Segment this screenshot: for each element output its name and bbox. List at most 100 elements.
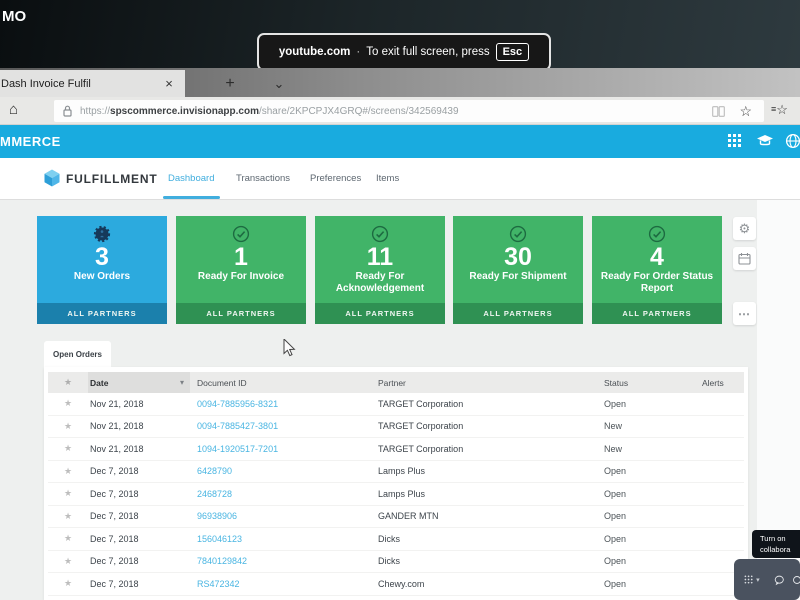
header-status[interactable]: Status <box>604 377 629 388</box>
order-document-link[interactable]: RS472342 <box>197 578 240 589</box>
order-date: Dec 7, 2018 <box>90 488 139 499</box>
table-row[interactable]: ★ Nov 21, 2018 1094-1920517-7201 TARGET … <box>48 438 744 461</box>
row-star-icon[interactable]: ★ <box>63 533 73 544</box>
order-document-link[interactable]: 7840129842 <box>197 556 248 567</box>
row-star-icon[interactable]: ★ <box>63 420 73 431</box>
card-ready-for-invoice[interactable]: 1 Ready For Invoice ALL PARTNERS <box>176 216 306 324</box>
table-row[interactable]: ★ Nov 21, 2018 0094-7885956-8321 TARGET … <box>48 393 744 416</box>
order-document-link[interactable]: 0094-7885427-3801 <box>197 421 279 432</box>
app-header: FULFILLMENT Dashboard Transactions Prefe… <box>0 158 800 200</box>
table-row[interactable]: ★ Dec 7, 2018 96938906 GANDER MTN Open <box>48 506 744 528</box>
card-count: 4 <box>650 243 664 271</box>
table-row[interactable]: ★ Nov 21, 2018 0094-7885427-3801 TARGET … <box>48 416 744 438</box>
header-alerts[interactable]: Alerts <box>702 377 724 388</box>
favorites-hub-icon[interactable]: ≡☆ <box>771 102 788 118</box>
url-path: /share/2KPCPJX4GRQ#/screens/342569439 <box>258 105 459 117</box>
order-document-link[interactable]: 6428790 <box>197 466 233 477</box>
tab-transactions[interactable]: Transactions <box>236 173 291 184</box>
tab-preferences[interactable]: Preferences <box>310 173 362 184</box>
browser-tab[interactable]: Dash Invoice Fulfil × <box>0 70 185 97</box>
order-status: Open <box>604 533 627 544</box>
order-status: Open <box>604 488 627 499</box>
table-row[interactable]: ★ Dec 7, 2018 RS472342 Chewy.com Open <box>48 573 744 596</box>
browser-tab-bar: Dash Invoice Fulfil × + ⌄ <box>0 68 800 97</box>
open-orders-tab[interactable]: Open Orders <box>44 341 111 367</box>
card-ready-for-shipment[interactable]: 30 Ready For Shipment ALL PARTNERS <box>453 216 583 324</box>
lock-icon <box>63 105 72 117</box>
card-new-orders[interactable]: 3 New Orders ALL PARTNERS <box>37 216 167 324</box>
header-document-id[interactable]: Document ID <box>197 377 247 388</box>
card-ready-for-order-status-report[interactable]: 4 Ready For Order Status Report ALL PART… <box>592 216 722 324</box>
row-star-icon[interactable]: ★ <box>63 555 73 566</box>
tab-list-dropdown[interactable]: ⌄ <box>273 75 285 91</box>
globe-icon[interactable] <box>785 133 800 149</box>
url-input[interactable]: https://spscommerce.invisionapp.com/shar… <box>54 100 764 122</box>
url-domain: spscommerce.invisionapp.com <box>110 105 259 117</box>
row-star-icon[interactable]: ★ <box>63 443 73 454</box>
card-body: 11 Ready For Acknowledgement <box>315 216 445 303</box>
card-body: 30 Ready For Shipment <box>453 216 583 303</box>
reading-view-icon[interactable] <box>712 105 726 117</box>
row-star-icon[interactable]: ★ <box>63 465 73 476</box>
url-text: https://spscommerce.invisionapp.com/shar… <box>80 106 712 117</box>
order-date: Dec 7, 2018 <box>90 556 139 567</box>
order-status: Open <box>604 398 627 409</box>
card-label: Ready For Order Status Report <box>600 271 714 294</box>
cut-toolbar-icon[interactable] <box>790 573 800 587</box>
order-document-link[interactable]: 96938906 <box>197 511 238 522</box>
education-cap-icon[interactable] <box>756 133 774 148</box>
toolbar-caret-icon[interactable]: ▾ <box>756 576 760 584</box>
url-protocol: https:// <box>80 105 111 117</box>
tab-dashboard[interactable]: Dashboard <box>168 173 215 184</box>
apps-grid-icon[interactable] <box>727 133 742 148</box>
more-actions-button[interactable]: ⋯ <box>733 302 756 325</box>
card-body: 1 Ready For Invoice <box>176 216 306 303</box>
table-row[interactable]: ★ Dec 7, 2018 7840129842 Dicks Open <box>48 551 744 573</box>
fulfillment-cube-icon <box>44 169 60 187</box>
order-date: Nov 21, 2018 <box>90 398 144 409</box>
row-star-icon[interactable]: ★ <box>63 578 73 589</box>
brand-text: MMERCE <box>0 134 61 149</box>
toolbar-grid-icon[interactable] <box>744 573 753 586</box>
calendar-button[interactable] <box>733 247 756 270</box>
favorite-star-icon[interactable]: ☆ <box>739 102 752 119</box>
new-tab-button[interactable]: + <box>225 74 235 92</box>
table-row[interactable]: ★ Dec 7, 2018 2468728 Lamps Plus Open <box>48 483 744 506</box>
header-star-icon[interactable]: ★ <box>63 377 73 387</box>
tab-items[interactable]: Items <box>376 173 400 184</box>
order-status: New <box>604 421 623 432</box>
card-footer-all-partners[interactable]: ALL PARTNERS <box>315 303 445 324</box>
hub-lines-icon: ≡ <box>771 104 777 114</box>
commerce-top-bar: MMERCE <box>0 125 800 158</box>
comment-bubble-icon[interactable] <box>774 573 785 587</box>
settings-button[interactable]: ⚙ <box>733 217 756 240</box>
header-partner[interactable]: Partner <box>378 377 406 388</box>
card-ready-for-acknowledgement[interactable]: 11 Ready For Acknowledgement ALL PARTNER… <box>315 216 445 324</box>
card-footer-all-partners[interactable]: ALL PARTNERS <box>176 303 306 324</box>
tab-close-icon[interactable]: × <box>165 76 173 91</box>
order-document-link[interactable]: 2468728 <box>197 488 233 499</box>
invision-toolbar[interactable]: ▾ <box>734 559 800 600</box>
row-star-icon[interactable]: ★ <box>63 398 73 409</box>
card-count: 30 <box>504 243 532 271</box>
gear-icon: ⚙ <box>738 220 751 236</box>
home-icon[interactable]: ⌂ <box>9 101 19 118</box>
orders-table-header: ★ Date ▾ Document ID Partner Status Aler… <box>48 372 744 393</box>
order-document-link[interactable]: 0094-7885956-8321 <box>197 398 279 409</box>
mouse-cursor <box>283 339 296 357</box>
header-date[interactable]: Date ▾ <box>88 372 190 393</box>
card-label: Ready For Acknowledgement <box>335 271 425 294</box>
order-document-link[interactable]: 156046123 <box>197 533 243 544</box>
card-footer-all-partners[interactable]: ALL PARTNERS <box>592 303 722 324</box>
row-star-icon[interactable]: ★ <box>63 488 73 499</box>
table-row[interactable]: ★ Dec 7, 2018 156046123 Dicks Open <box>48 528 744 551</box>
order-status: Open <box>604 556 627 567</box>
card-footer-all-partners[interactable]: ALL PARTNERS <box>37 303 167 324</box>
order-status: Open <box>604 466 627 477</box>
calendar-icon <box>738 253 751 265</box>
table-row[interactable]: ★ Dec 7, 2018 6428790 Lamps Plus Open <box>48 461 744 483</box>
hub-star-icon: ☆ <box>776 102 788 117</box>
row-star-icon[interactable]: ★ <box>63 510 73 521</box>
card-footer-all-partners[interactable]: ALL PARTNERS <box>453 303 583 324</box>
order-document-link[interactable]: 1094-1920517-7201 <box>197 443 279 454</box>
